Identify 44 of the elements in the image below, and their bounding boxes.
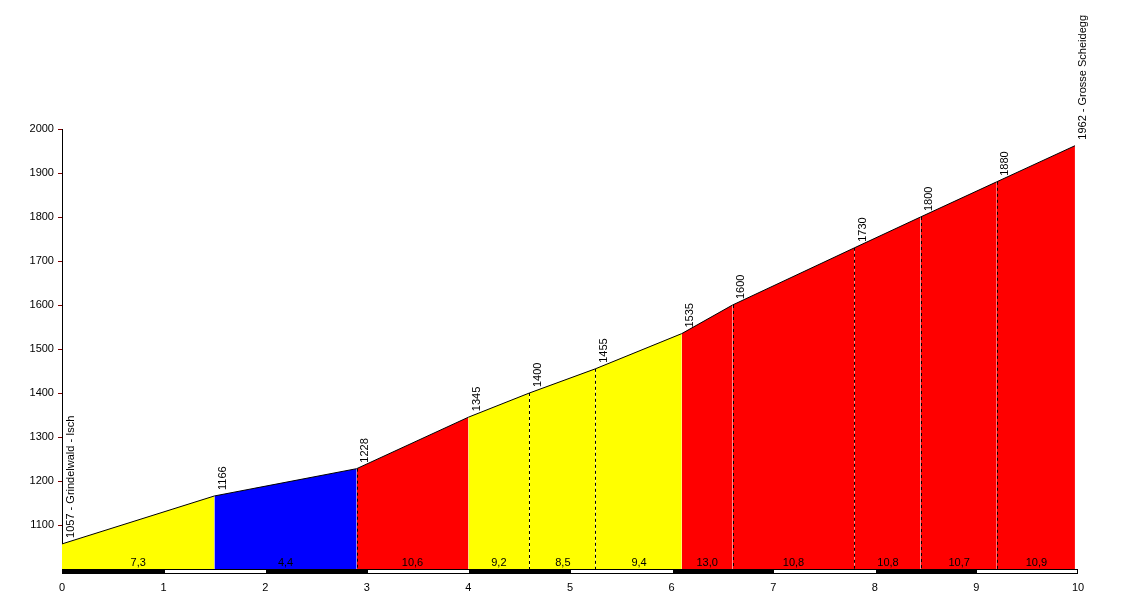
annotation: 10,8 [877,555,899,568]
annotation: 10,9 [1025,555,1048,568]
x-tick-label: 10 [1071,580,1085,593]
y-tick-label: 1400 [29,386,54,399]
x-tick-label: 6 [668,580,675,593]
x-tick-label: 9 [973,580,980,593]
y-tick-label: 1500 [29,342,54,355]
y-tick-label: 1300 [29,430,54,443]
annotation: 10,8 [782,555,805,568]
y-tick-label: 2000 [29,122,54,135]
x-tick-label: 0 [58,580,66,593]
data-label: 1455 [596,338,609,363]
annotation: 8,5 [555,555,571,568]
data-label: 1400 [530,362,543,387]
x-tick-label: 7 [770,580,777,593]
annotation: 4,4 [277,555,294,568]
x-tick-label: 8 [871,580,878,593]
x-tick-label: 3 [363,580,370,593]
data-label: 1962 - Grosse Scheidegg [1076,14,1089,140]
x-tick-label: 1 [160,580,167,593]
annotation: 9,2 [491,555,507,568]
data-label: 1345 [469,386,482,412]
y-tick-label: 1800 [29,210,54,223]
data-label: 1535 [683,303,696,328]
y-tick-label: 1900 [29,166,54,179]
annotation: 9,4 [631,555,647,568]
data-label: 1880 [998,151,1011,176]
y-tick-label: 1700 [29,254,54,267]
data-label: 1800 [922,186,935,211]
annotation: 7,3 [130,555,146,568]
data-label: 1166 [215,466,228,490]
y-tick-label: 1100 [30,518,54,531]
x-tick-label: 2 [262,580,269,593]
y-tick-label: 1600 [29,298,54,311]
y-tick-label: 1200 [29,474,54,487]
data-label: 1057 - Grindelwald - Isch [63,415,76,538]
x-tick-label: 5 [566,580,574,593]
annotation: 10,7 [948,555,970,568]
annotation: 10,6 [401,555,424,568]
data-label: 1228 [358,438,371,463]
x-tick-label: 4 [465,580,472,593]
annotation: 13,0 [696,555,718,568]
data-label: 1730 [856,217,869,242]
data-label: 1600 [734,274,747,299]
